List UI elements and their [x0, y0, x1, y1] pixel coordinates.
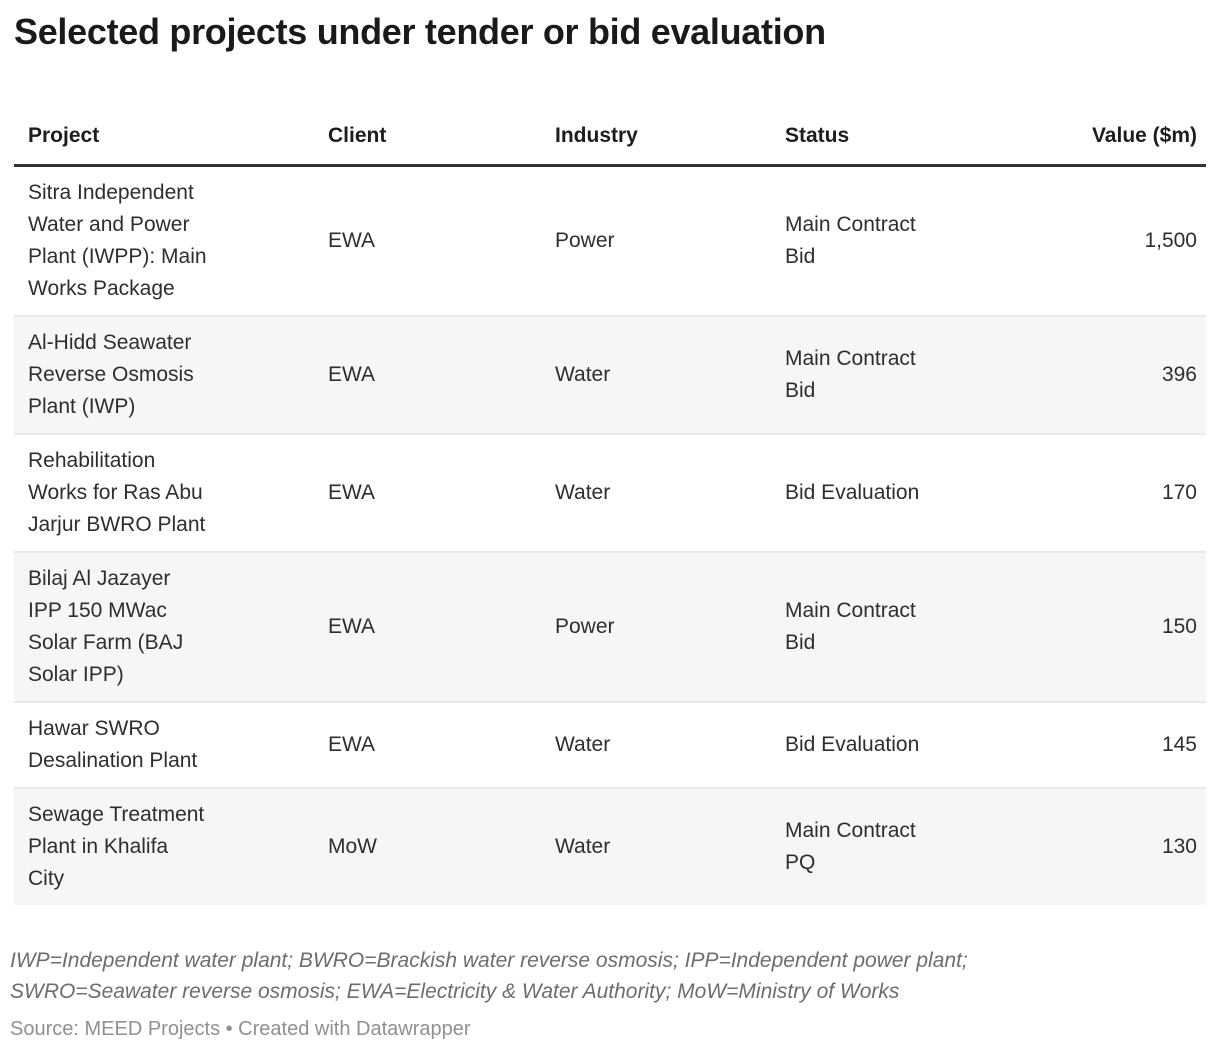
value-cell: 145	[1000, 702, 1206, 789]
value-cell: 1,500	[1000, 165, 1206, 317]
table-row: Sitra Independent Water and Power Plant …	[14, 165, 1206, 317]
source-line: Source: MEED Projects • Created with Dat…	[10, 1018, 471, 1040]
project-cell: Bilaj Al Jazayer IPP 150 MWac Solar Farm…	[14, 552, 314, 703]
client-cell: EWA	[314, 702, 541, 789]
value-cell: 150	[1000, 552, 1206, 703]
project-cell: Rehabilitation Works for Ras Abu Jarjur …	[14, 434, 314, 553]
project-cell: Al-Hidd Seawater Reverse Osmosis Plant (…	[14, 316, 314, 435]
industry-cell: Water	[541, 316, 771, 435]
industry-cell: Power	[541, 165, 771, 317]
value-cell: 130	[1161, 835, 1197, 858]
col-header-project: Project	[14, 108, 314, 167]
footnote: IWP=Independent water plant; BWRO=Bracki…	[10, 949, 968, 1003]
table-row: Al-Hidd Seawater Reverse Osmosis Plant (…	[14, 316, 1206, 435]
col-header-client: Client	[314, 108, 541, 167]
col-header-value: Value ($m)	[1000, 108, 1206, 167]
projects-table: Project Client Industry Status Value ($m…	[14, 108, 1206, 905]
table-row: Sewage Treatment Plant in Khalifa City M…	[14, 788, 1206, 905]
industry-cell: Power	[541, 552, 771, 703]
table-row: Rehabilitation Works for Ras Abu Jarjur …	[14, 434, 1206, 553]
industry-cell: Water	[541, 434, 771, 553]
table-body: Sitra Independent Water and Power Plant …	[14, 165, 1206, 905]
table-header: Project Client Industry Status Value ($m…	[14, 108, 1206, 167]
table-row: Bilaj Al Jazayer IPP 150 MWac Solar Farm…	[14, 552, 1206, 703]
header-row: Project Client Industry Status Value ($m…	[14, 108, 1206, 167]
value-cell: 396	[1000, 316, 1206, 435]
client-cell: EWA	[314, 552, 541, 703]
status-cell: Bid Evaluation	[771, 702, 1000, 789]
industry-cell: Water	[541, 702, 771, 789]
client-cell: EWA	[314, 434, 541, 553]
industry-cell: Water	[555, 835, 611, 858]
status-cell: Main Contract PQ	[785, 819, 916, 874]
client-cell: MoW	[328, 835, 377, 858]
project-cell: Sewage Treatment Plant in Khalifa City	[28, 803, 205, 890]
page-title: Selected projects under tender or bid ev…	[14, 11, 826, 52]
col-header-industry: Industry	[541, 108, 771, 167]
value-cell: 170	[1000, 434, 1206, 553]
status-cell: Main Contract Bid	[771, 316, 1000, 435]
project-cell: Hawar SWRO Desalination Plant	[14, 702, 314, 789]
client-cell: EWA	[314, 165, 541, 317]
status-cell: Main Contract Bid	[771, 165, 1000, 317]
status-cell: Bid Evaluation	[771, 434, 1000, 553]
table-row: Hawar SWRO Desalination Plant EWA Water …	[14, 702, 1206, 789]
client-cell: EWA	[314, 316, 541, 435]
status-cell: Main Contract Bid	[771, 552, 1000, 703]
col-header-status: Status	[771, 108, 1000, 167]
project-cell: Sitra Independent Water and Power Plant …	[14, 165, 314, 317]
